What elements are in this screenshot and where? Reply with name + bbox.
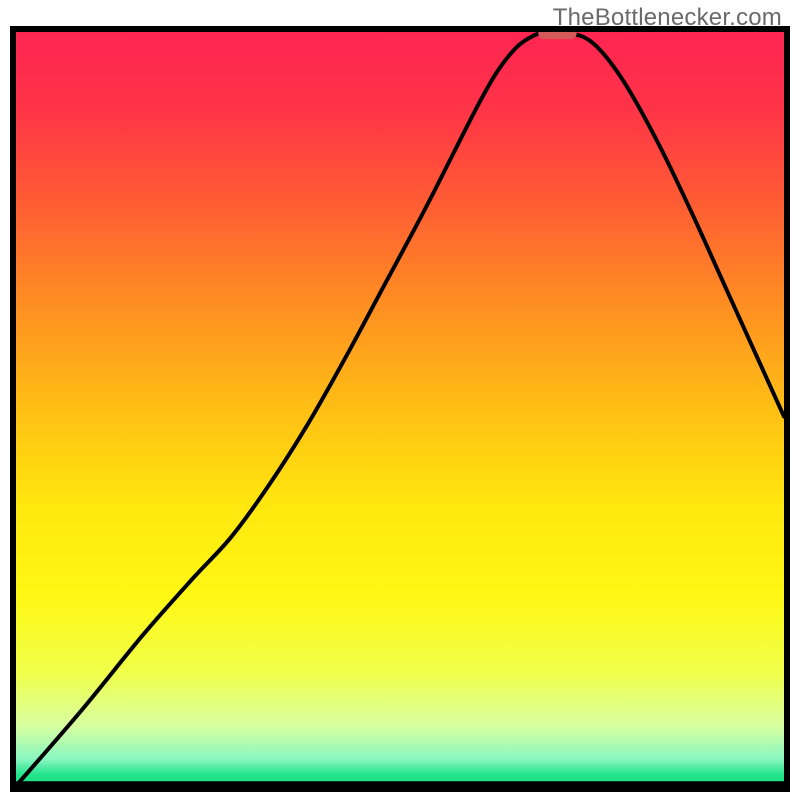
watermark-text: TheBottlenecker.com bbox=[553, 4, 782, 32]
chart-svg bbox=[0, 0, 800, 800]
gradient-background bbox=[16, 32, 784, 786]
chart-container: TheBottlenecker.com bbox=[0, 0, 800, 800]
